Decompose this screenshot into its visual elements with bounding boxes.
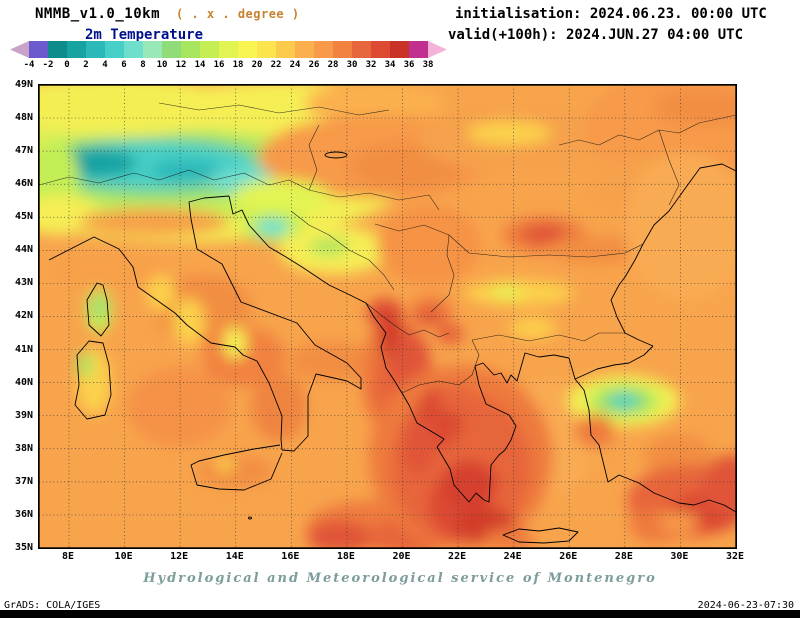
colorbar-tick-label: 2 <box>83 60 89 70</box>
lat-tick-label: 35N <box>14 541 33 553</box>
colorbar-segment <box>29 41 48 58</box>
lon-axis: 8E 10E 12E 14E 16E 18E 20E 22E 24E 26E 28E 30E 32E <box>38 551 744 565</box>
colorbar-tick-label: 16 <box>213 60 225 70</box>
lat-tick-label: 48N <box>14 112 33 124</box>
colorbar-segment <box>238 41 257 58</box>
lon-tick-label: 20E <box>392 551 411 562</box>
bottom-black-bar <box>0 610 800 618</box>
colorbar-tick-label: 30 <box>346 60 358 70</box>
lat-tick-label: 47N <box>14 145 33 157</box>
colorbar-segment <box>124 41 143 58</box>
lat-tick-label: 39N <box>14 409 33 421</box>
colorbar-tick-label: 6 <box>121 60 127 70</box>
colorbar-segment <box>390 41 409 58</box>
colorbar-tick-label: -4 <box>23 60 35 70</box>
colorbar-tick-label: 10 <box>156 60 168 70</box>
colorbar-segment <box>257 41 276 58</box>
colorbar-segment <box>181 41 200 58</box>
lon-tick-label: 28E <box>614 551 633 562</box>
colorbar-tick-label: 38 <box>422 60 434 70</box>
colorbar-segment <box>428 41 447 58</box>
lat-tick-label: 45N <box>14 211 33 223</box>
lat-axis: 49N 48N 47N 46N 45N 44N 43N 42N 41N 40N 39N 38N 37N 3… <box>0 79 35 554</box>
grads-credit: GrADS: COLA/IGES <box>4 600 101 611</box>
colorbar-segment <box>333 41 352 58</box>
colorbar-tick-label: 34 <box>384 60 396 70</box>
colorbar-tick-label: 22 <box>270 60 282 70</box>
service-credit: Hydrological and Meteorological service … <box>143 571 657 586</box>
colorbar-segment <box>105 41 124 58</box>
lon-tick-label: 16E <box>281 551 300 562</box>
lon-tick-label: 24E <box>503 551 522 562</box>
lon-tick-label: 22E <box>448 551 467 562</box>
colorbar-segment <box>371 41 390 58</box>
colorbar-tick-label: 14 <box>194 60 206 70</box>
lon-tick-label: 8E <box>61 551 75 562</box>
colorbar-tick-label: 0 <box>64 60 70 70</box>
initialisation-label: initialisation: 2024.06.23. 00:00 UTC <box>455 6 767 22</box>
lon-tick-label: 12E <box>170 551 189 562</box>
colorbar-tick-label: 8 <box>140 60 146 70</box>
lon-tick-label: 30E <box>670 551 689 562</box>
colorbar-segment <box>295 41 314 58</box>
model-title: NMMB_v1.0_10km ( . x . degree ) <box>35 6 300 22</box>
colorbar-tick-label: 4 <box>102 60 108 70</box>
colorbar-tick-label: 32 <box>365 60 377 70</box>
map-frame <box>38 84 737 549</box>
degree-note: ( . x . degree ) <box>176 7 300 21</box>
temperature-field <box>39 85 736 548</box>
colorbar-tick-label: -2 <box>42 60 54 70</box>
lon-tick-label: 26E <box>559 551 578 562</box>
lon-tick-label: 10E <box>114 551 133 562</box>
colorbar-segment <box>48 41 67 58</box>
colorbar-segment <box>409 41 428 58</box>
colorbar-segment <box>352 41 371 58</box>
colorbar-tick-label: 20 <box>251 60 263 70</box>
colorbar-tick-label: 24 <box>289 60 301 70</box>
creation-timestamp: 2024-06-23-07:30 <box>697 600 794 611</box>
colorbar-tick-label: 12 <box>175 60 187 70</box>
colorbar <box>10 41 447 58</box>
colorbar-segment <box>10 41 29 58</box>
lat-tick-label: 40N <box>14 376 33 388</box>
colorbar-ticks: -4 -2 0 2 4 6 8 10 12 14 16 18 20 22 24 26 28 30 32 34 36 38 <box>10 60 447 72</box>
valid-label: valid(+100h): 2024.JUN.27 04:00 UTC <box>448 27 744 43</box>
lat-tick-label: 49N <box>14 79 33 90</box>
colorbar-tick-label: 26 <box>308 60 320 70</box>
lat-tick-label: 36N <box>14 508 33 520</box>
lat-tick-label: 46N <box>14 178 33 190</box>
lat-tick-label: 42N <box>14 310 33 322</box>
model-name: NMMB_v1.0_10km <box>35 6 161 22</box>
colorbar-segment <box>67 41 86 58</box>
colorbar-segment <box>276 41 295 58</box>
lon-tick-label: 14E <box>225 551 244 562</box>
country-borders <box>39 102 736 394</box>
colorbar-tick-label: 28 <box>327 60 339 70</box>
lon-tick-label: 18E <box>336 551 355 562</box>
colorbar-segment <box>314 41 333 58</box>
colorbar-tick-label: 36 <box>403 60 415 70</box>
lat-tick-label: 43N <box>14 277 33 289</box>
grid-lines <box>39 85 736 548</box>
temperature-map-svg <box>39 85 736 548</box>
variable-title: 2m Temperature <box>85 27 204 43</box>
lon-tick-label: 32E <box>725 551 745 562</box>
colorbar-segment <box>143 41 162 58</box>
colorbar-segment <box>200 41 219 58</box>
lat-tick-label: 38N <box>14 442 33 454</box>
colorbar-segment <box>162 41 181 58</box>
coastlines <box>48 151 736 544</box>
colorbar-segment <box>219 41 238 58</box>
colorbar-tick-label: 18 <box>232 60 244 70</box>
lat-tick-label: 37N <box>14 475 33 487</box>
lat-tick-label: 41N <box>14 343 33 355</box>
lat-tick-label: 44N <box>14 244 33 256</box>
colorbar-segment <box>86 41 105 58</box>
